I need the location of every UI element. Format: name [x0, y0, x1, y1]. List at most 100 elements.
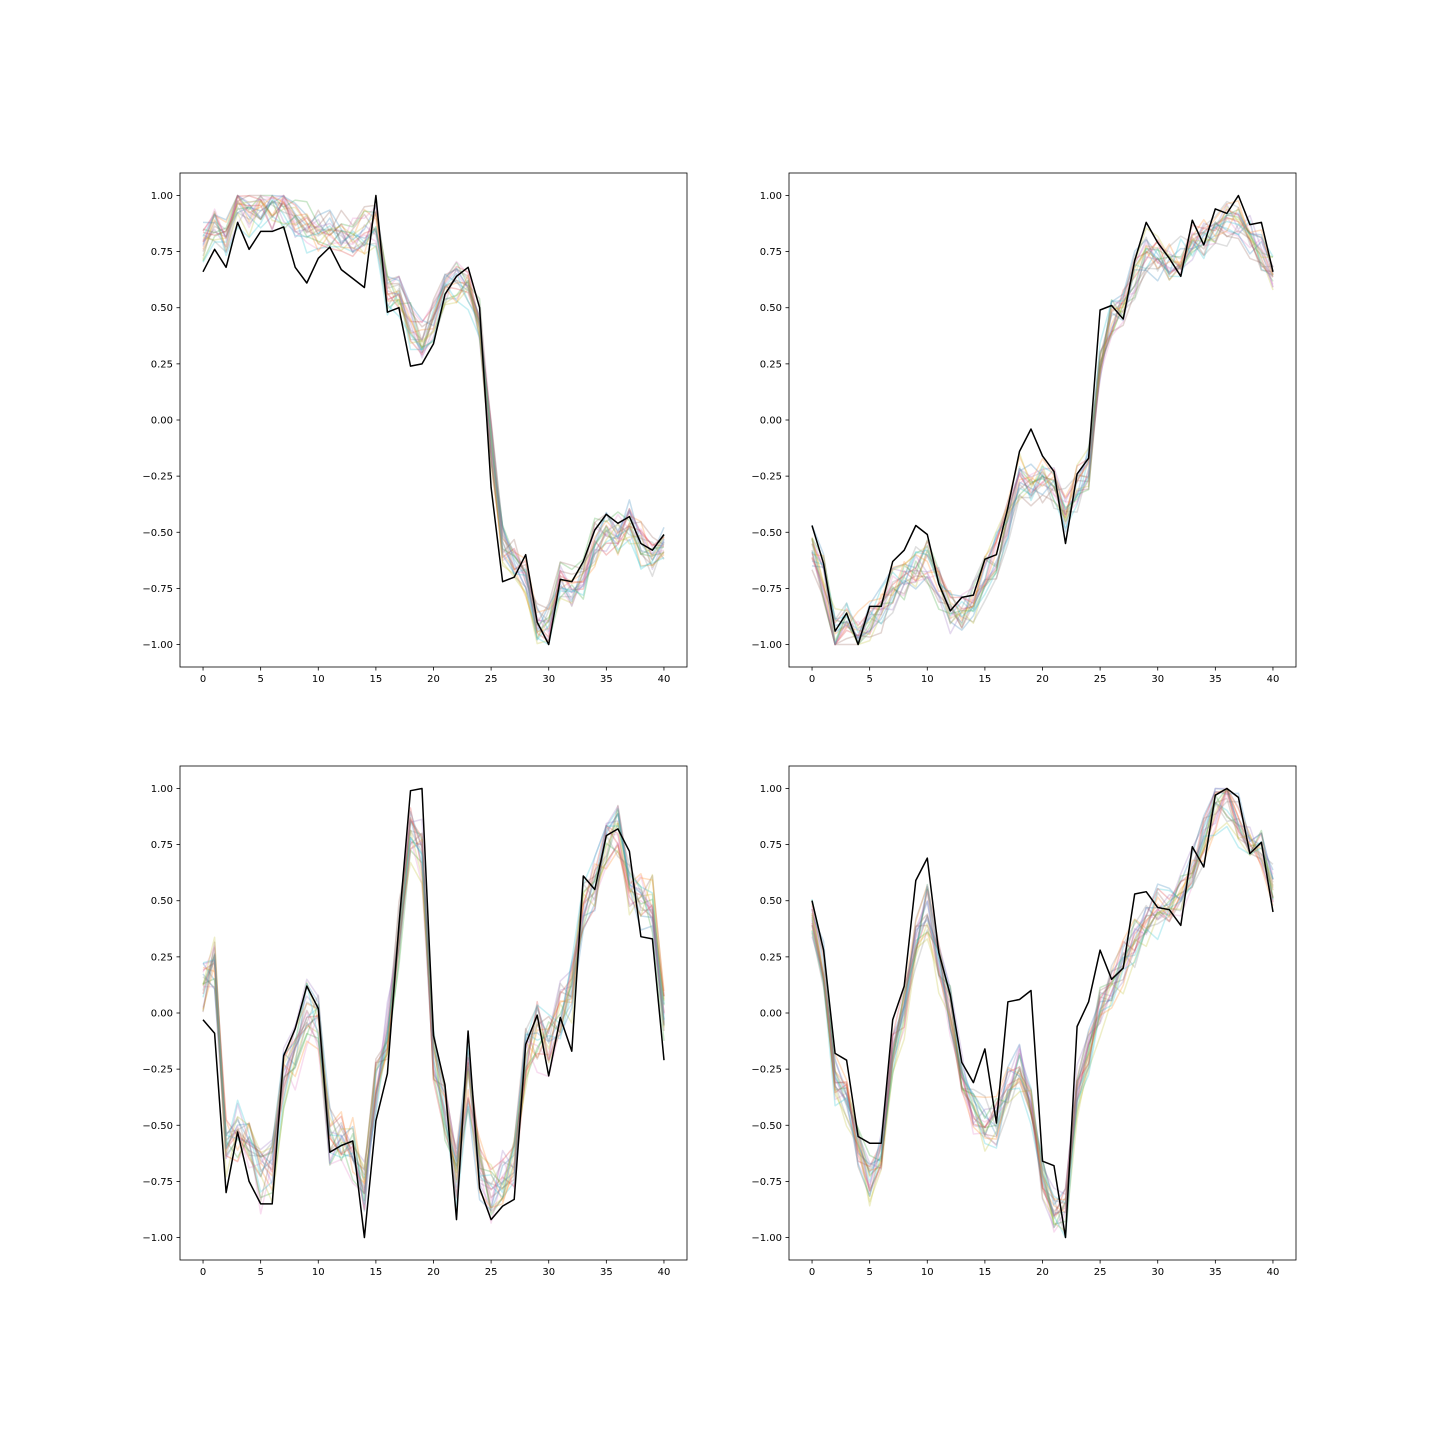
series-group — [811, 194, 1274, 646]
ensemble-series-line — [202, 194, 665, 614]
ensemble-series-line — [811, 216, 1274, 646]
y-tick-label: −1.00 — [751, 1233, 782, 1244]
ensemble-series-line — [811, 200, 1274, 646]
ensemble-series-line — [202, 818, 665, 1195]
plot-area — [789, 766, 1296, 1260]
subplot-3: 0 5 10 15 20 25 30 35 40 −1.00 −0.75 −0.50 −0.25 0.00… — [142, 765, 688, 1278]
y-tick-label: −1.00 — [142, 640, 173, 651]
ensemble-series-line — [202, 194, 665, 641]
x-tick-label: 25 — [1094, 674, 1107, 685]
ensemble-series-line — [202, 807, 665, 1211]
x-tick-label: 40 — [1267, 674, 1280, 685]
y-tick-label: −0.50 — [142, 1121, 173, 1132]
ensemble-series-line — [811, 787, 1274, 1201]
series-group — [202, 194, 665, 646]
y-tick-label: 0.50 — [151, 303, 173, 314]
x-tick-label: 20 — [427, 674, 440, 685]
x-tick-label: 20 — [1036, 1267, 1049, 1278]
y-tick-label: −0.75 — [751, 1177, 782, 1188]
x-tick-label: 25 — [485, 674, 498, 685]
ensemble-series-line — [811, 208, 1274, 627]
ensemble-series-line — [202, 194, 665, 632]
x-tick-label: 35 — [1209, 674, 1222, 685]
ensemble-series-line — [811, 221, 1274, 646]
ensemble-series-line — [811, 219, 1274, 644]
ensemble-series-line — [811, 787, 1274, 1228]
x-tick-label: 0 — [200, 1267, 206, 1278]
y-tick-label: 0.00 — [151, 1009, 173, 1020]
series-group — [202, 787, 665, 1239]
x-tick-label: 35 — [600, 674, 613, 685]
x-tick-label: 5 — [866, 674, 872, 685]
ensemble-series-line — [202, 825, 665, 1205]
x-tick-label: 5 — [257, 1267, 263, 1278]
ensemble-series-line — [811, 800, 1274, 1217]
ensemble-series-line — [202, 195, 665, 633]
plot-area — [180, 173, 687, 667]
y-tick-label: −0.50 — [751, 1121, 782, 1132]
ensemble-series-line — [811, 787, 1274, 1220]
ensemble-series-line — [811, 225, 1274, 646]
x-tick-label: 40 — [1267, 1267, 1280, 1278]
plot-area — [180, 766, 687, 1260]
ensemble-series-line — [202, 197, 665, 622]
x-tick-label: 20 — [427, 1267, 440, 1278]
y-tick-label: 0.25 — [760, 952, 782, 963]
x-tick-label: 10 — [312, 1267, 325, 1278]
ensemble-series-line — [811, 227, 1274, 646]
x-tick-label: 10 — [921, 1267, 934, 1278]
x-tick-label: 30 — [542, 674, 555, 685]
x-tick-label: 25 — [1094, 1267, 1107, 1278]
subplot-1: 0 5 10 15 20 25 30 35 40 −1.00 −0.75 −0.50 −0.25 0.00… — [142, 172, 688, 685]
ensemble-series-line — [811, 825, 1274, 1239]
x-tick-label: 0 — [809, 674, 815, 685]
x-tick-label: 40 — [658, 1267, 671, 1278]
ensemble-series-line — [811, 208, 1274, 644]
x-tick-label: 10 — [312, 674, 325, 685]
y-tick-label: −0.25 — [751, 1065, 782, 1076]
x-tick-label: 15 — [979, 1267, 992, 1278]
main-series-line — [811, 194, 1274, 646]
ensemble-series-line — [811, 205, 1274, 629]
ensemble-series-line — [811, 223, 1274, 646]
y-tick-label: 0.25 — [760, 359, 782, 370]
ensemble-series-line — [811, 200, 1274, 646]
x-tick-label: 5 — [866, 1267, 872, 1278]
y-tick-label: −0.75 — [142, 1177, 173, 1188]
ensemble-series-line — [811, 793, 1274, 1229]
ensemble-series-line — [202, 194, 665, 634]
main-series-line — [202, 194, 665, 646]
ensemble-series-line — [811, 801, 1274, 1204]
ensemble-series-line — [811, 216, 1274, 646]
ensemble-series-line — [811, 214, 1274, 646]
ensemble-series-line — [811, 213, 1274, 646]
y-tick-label: 0.25 — [151, 359, 173, 370]
ensemble-series-line — [202, 821, 665, 1209]
ensemble-series-line — [811, 787, 1274, 1217]
y-tick-label: 0.50 — [151, 896, 173, 907]
ensemble-series-line — [202, 813, 665, 1209]
ensemble-series-line — [202, 195, 665, 638]
x-tick-label: 40 — [658, 674, 671, 685]
main-series-line — [811, 787, 1274, 1239]
ensemble-series-line — [811, 217, 1274, 646]
ensemble-series-line — [811, 787, 1274, 1214]
ensemble-series-line — [202, 199, 665, 645]
subplot-4: 0 5 10 15 20 25 30 35 40 −1.00 −0.75 −0.50 −0.25 0.00… — [751, 765, 1297, 1278]
x-tick-label: 35 — [1209, 1267, 1222, 1278]
y-tick-label: −0.50 — [751, 528, 782, 539]
y-tick-label: −0.75 — [751, 584, 782, 595]
x-tick-label: 5 — [257, 674, 263, 685]
subplot-2: 0 5 10 15 20 25 30 35 40 −1.00 −0.75 −0.50 −0.25 0.00… — [751, 172, 1297, 685]
x-tick-label: 30 — [1151, 1267, 1164, 1278]
y-tick-label: 1.00 — [151, 191, 173, 202]
ensemble-series-line — [202, 194, 665, 632]
ensemble-series-line — [811, 787, 1274, 1233]
y-tick-label: 0.75 — [151, 247, 173, 258]
ensemble-series-line — [811, 203, 1274, 637]
y-tick-label: −0.50 — [142, 528, 173, 539]
ensemble-series-line — [202, 196, 665, 623]
x-tick-label: 25 — [485, 1267, 498, 1278]
